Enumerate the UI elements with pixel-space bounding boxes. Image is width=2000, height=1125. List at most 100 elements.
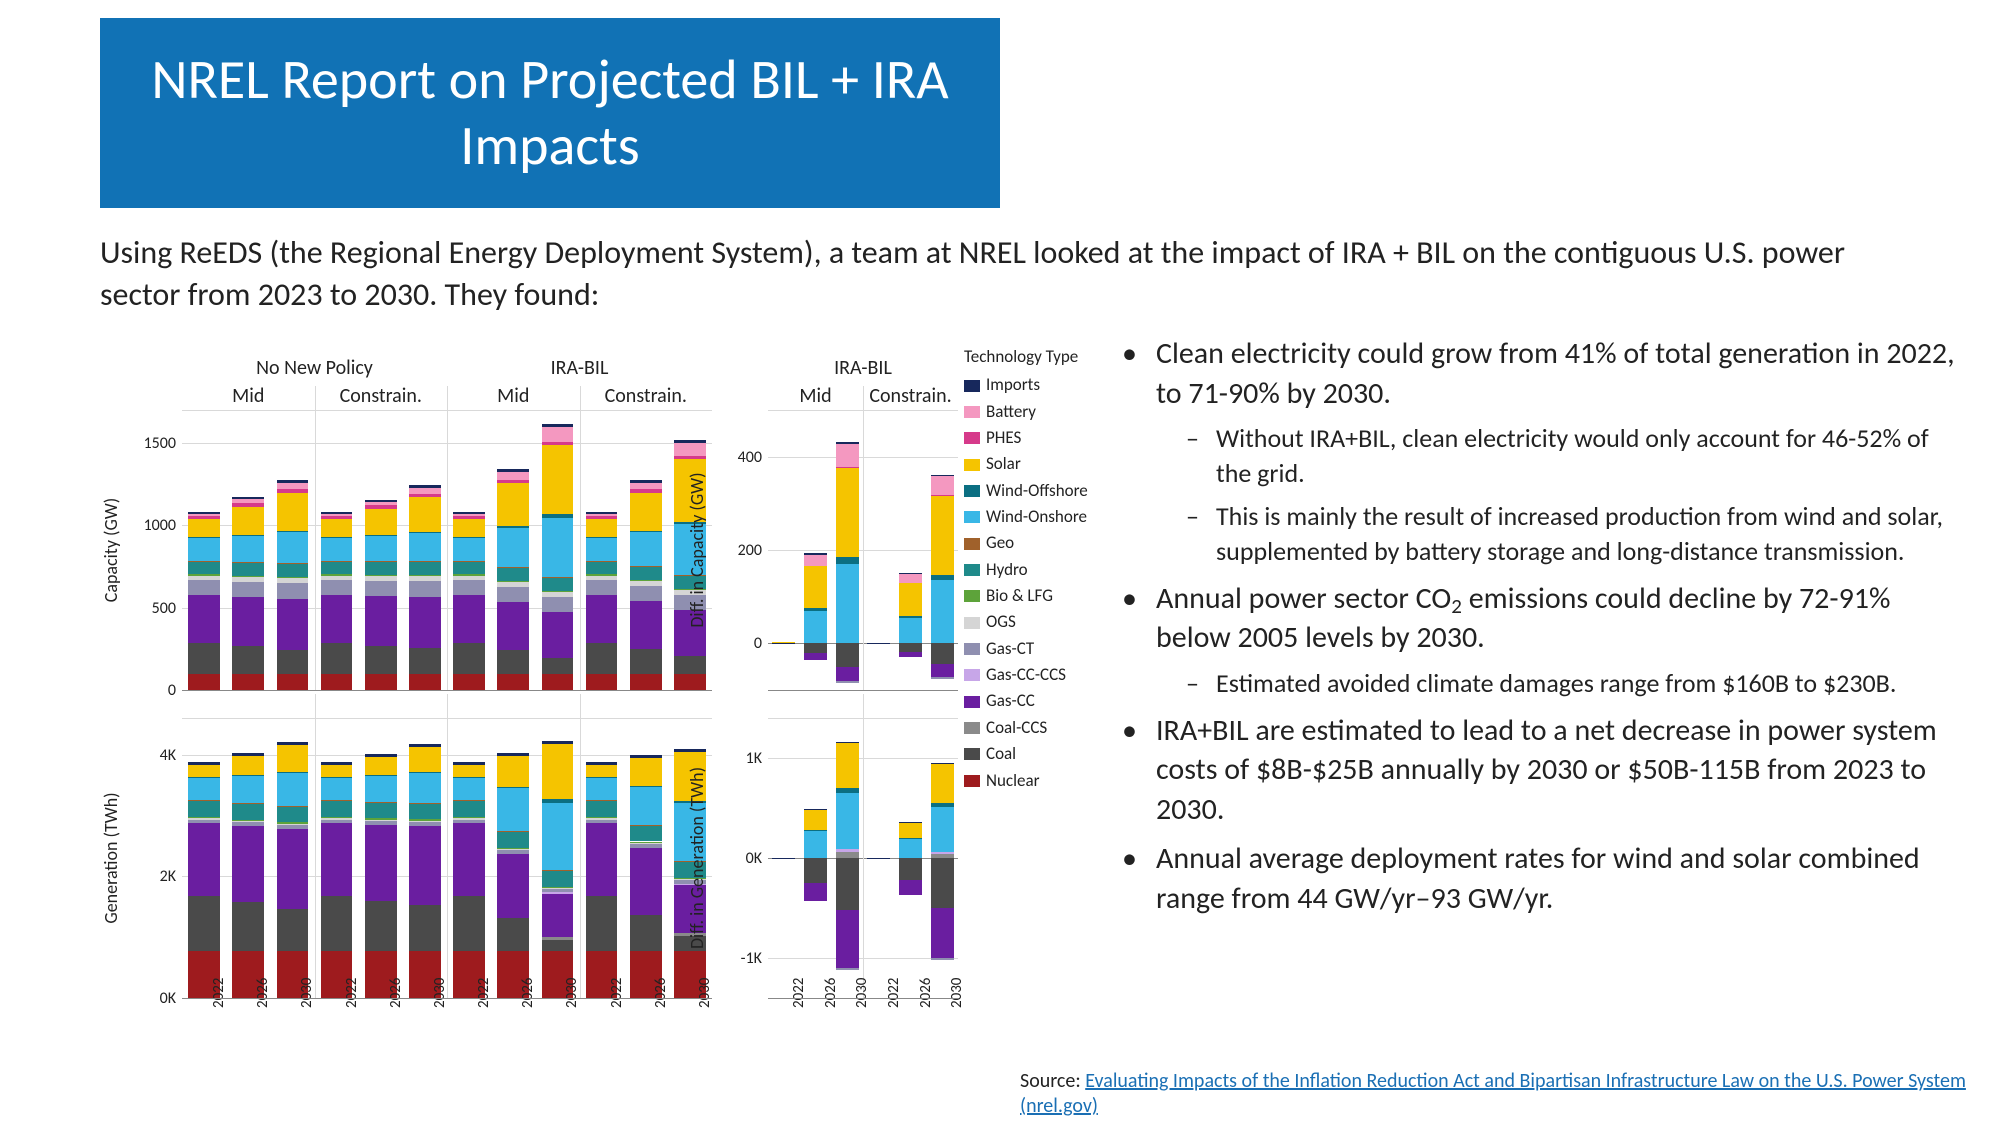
bar-segment bbox=[409, 905, 441, 951]
bar-segment bbox=[899, 880, 922, 895]
bar-segment bbox=[836, 467, 859, 468]
bar-segment bbox=[321, 896, 353, 951]
slide-title-text: NREL Report on Projected BIL + IRA Impac… bbox=[130, 47, 970, 179]
chart-panel: 050010001500Capacity (GW)MidConstrain.Mi… bbox=[100, 330, 1080, 1090]
bullet-item: Annual average deployment rates for wind… bbox=[1104, 839, 1960, 918]
bullet-item: IRA+BIL are estimated to lead to a net d… bbox=[1104, 711, 1960, 830]
bar-segment bbox=[542, 612, 574, 658]
bar-segment bbox=[232, 804, 264, 820]
bar-segment bbox=[542, 658, 574, 674]
bar-segment bbox=[804, 831, 827, 858]
source-link[interactable]: Evaluating Impacts of the Inflation Redu… bbox=[1020, 1069, 1966, 1118]
bar-segment bbox=[453, 817, 485, 819]
bar-segment bbox=[931, 475, 954, 476]
bar-segment bbox=[804, 553, 827, 554]
bar-segment bbox=[409, 576, 441, 581]
bar-segment bbox=[899, 822, 922, 838]
bar-segment bbox=[586, 580, 618, 595]
bar-segment bbox=[188, 514, 220, 516]
bar-segment bbox=[899, 838, 922, 839]
bar-segment bbox=[899, 643, 922, 651]
bar-segment bbox=[453, 537, 485, 538]
bar-segment bbox=[232, 507, 264, 535]
bar-segment bbox=[497, 581, 529, 582]
bar-segment bbox=[586, 537, 618, 560]
bar-segment bbox=[931, 495, 954, 496]
sub-bullet-item: This is mainly the result of increased p… bbox=[1156, 499, 1960, 569]
bar-segment bbox=[277, 563, 309, 564]
bar-segment bbox=[232, 674, 264, 690]
bar-segment bbox=[188, 800, 220, 801]
bar-segment bbox=[321, 817, 353, 819]
bar-segment bbox=[365, 674, 397, 690]
bar-segment bbox=[899, 616, 922, 618]
bar-segment bbox=[542, 577, 574, 578]
bar-segment bbox=[232, 776, 264, 803]
bar-segment bbox=[586, 777, 618, 800]
bar-segment bbox=[188, 818, 220, 819]
bar-segment bbox=[497, 528, 529, 568]
bar-segment bbox=[409, 561, 441, 562]
bar-segment bbox=[542, 894, 574, 937]
bar-segment bbox=[630, 787, 662, 825]
bar-segment bbox=[497, 848, 529, 850]
bar-segment bbox=[321, 537, 353, 560]
bar-segment bbox=[188, 512, 220, 514]
bar-segment bbox=[277, 829, 309, 908]
bar-segment bbox=[365, 901, 397, 951]
bar-segment bbox=[804, 810, 827, 830]
bar-segment bbox=[586, 595, 618, 643]
bar-segment bbox=[630, 755, 662, 758]
legend-item: PHES bbox=[964, 425, 1094, 451]
bar-segment bbox=[409, 562, 441, 575]
bar-segment bbox=[277, 807, 309, 823]
bullet-item: Clean electricity could grow from 41% of… bbox=[1104, 334, 1960, 569]
bar-segment bbox=[542, 578, 574, 591]
bar-segment bbox=[232, 902, 264, 951]
bar-segment bbox=[497, 483, 529, 526]
bar-segment bbox=[409, 533, 441, 562]
bar-segment bbox=[804, 653, 827, 660]
bar-segment bbox=[409, 497, 441, 532]
bar-segment bbox=[365, 505, 397, 509]
bar-segment bbox=[630, 480, 662, 482]
bar-segment bbox=[321, 674, 353, 690]
bar-segment bbox=[804, 858, 827, 883]
bar-segment bbox=[586, 817, 618, 819]
bar-segment bbox=[931, 854, 954, 858]
bar-segment bbox=[277, 742, 309, 745]
bar-segment bbox=[409, 494, 441, 498]
legend-item: Geo bbox=[964, 530, 1094, 556]
bar-segment bbox=[542, 442, 574, 446]
bar-segment bbox=[542, 937, 574, 941]
bar-segment bbox=[804, 608, 827, 610]
bar-segment bbox=[277, 650, 309, 675]
bar-segment bbox=[542, 741, 574, 744]
bar-segment bbox=[772, 643, 795, 644]
bar-segment bbox=[931, 496, 954, 575]
bar-segment bbox=[630, 566, 662, 567]
bar-segment bbox=[497, 753, 529, 756]
bar-segment bbox=[232, 775, 264, 776]
bar-segment bbox=[586, 561, 618, 562]
bar-segment bbox=[630, 758, 662, 786]
bar-segment bbox=[586, 674, 618, 690]
bar-segment bbox=[630, 601, 662, 649]
bar-segment bbox=[836, 468, 859, 557]
bar-segment bbox=[365, 757, 397, 775]
bar-segment bbox=[586, 643, 618, 674]
bar-segment bbox=[899, 573, 922, 574]
bar-segment bbox=[586, 820, 618, 824]
bar-segment bbox=[409, 772, 441, 802]
bar-segment bbox=[899, 583, 922, 616]
bar-segment bbox=[630, 843, 662, 844]
bar-segment bbox=[804, 566, 827, 608]
bar-segment bbox=[277, 745, 309, 772]
bar-segment bbox=[365, 561, 397, 562]
bar-segment bbox=[409, 744, 441, 747]
bar-segment bbox=[409, 581, 441, 597]
bar-segment bbox=[232, 822, 264, 826]
bar-segment bbox=[542, 799, 574, 803]
bar-segment bbox=[277, 772, 309, 773]
bar-segment bbox=[931, 763, 954, 803]
